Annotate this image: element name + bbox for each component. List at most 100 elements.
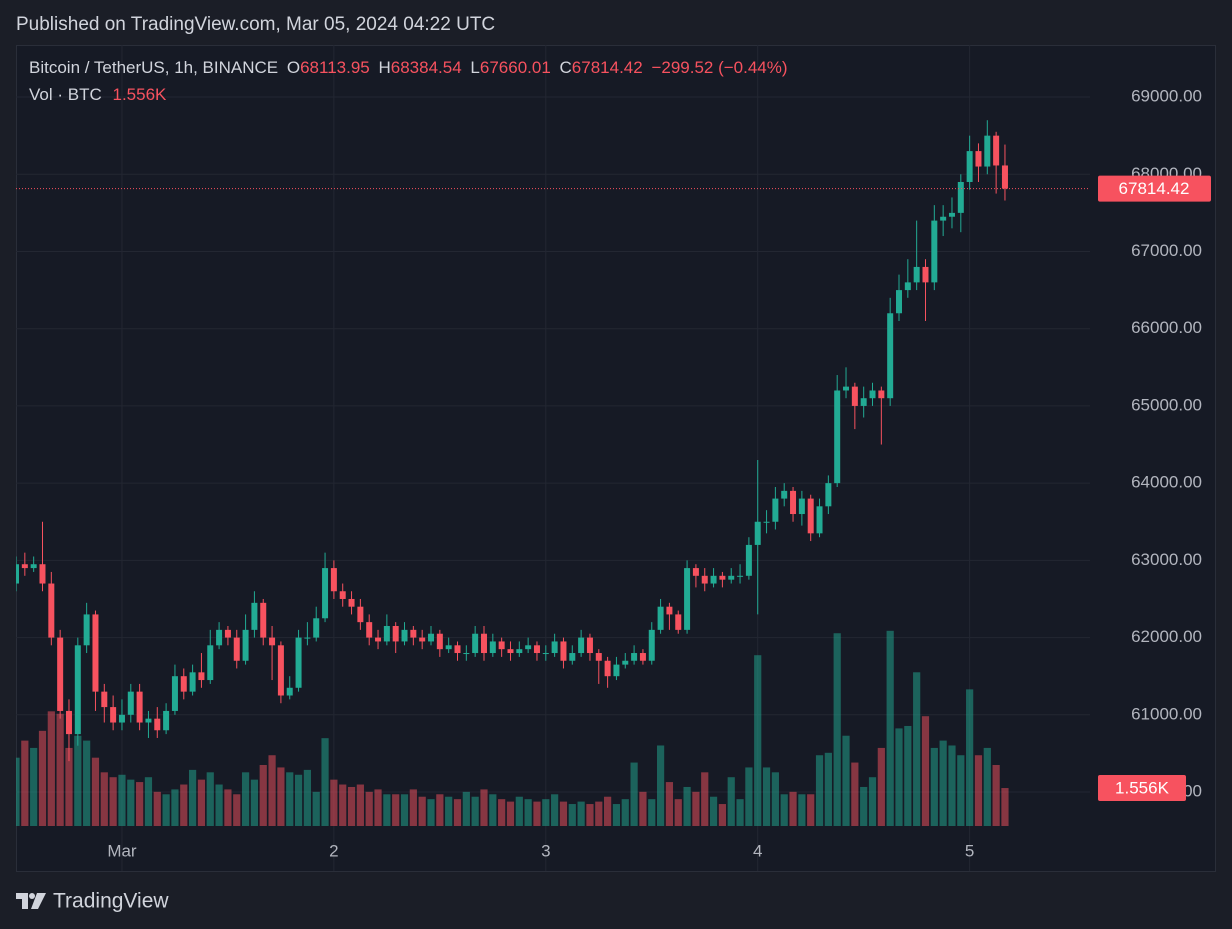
volume-bar bbox=[91, 757, 100, 826]
candle-body bbox=[118, 714, 125, 723]
volume-bar bbox=[339, 784, 347, 826]
x-tick-label: 3 bbox=[541, 841, 550, 860]
volume-bar bbox=[294, 774, 303, 826]
volume-bar bbox=[445, 796, 453, 826]
candle-body bbox=[622, 660, 629, 665]
volume-bar bbox=[904, 725, 912, 826]
grid bbox=[16, 45, 1090, 871]
y-tick-label: 66000.00 bbox=[1131, 318, 1202, 337]
candle-body bbox=[745, 544, 752, 576]
candle-body bbox=[701, 575, 708, 584]
candle-body bbox=[710, 575, 717, 584]
volume-bar bbox=[436, 794, 444, 826]
volume-bar bbox=[286, 772, 294, 826]
candle-body bbox=[83, 614, 90, 646]
volume-bar bbox=[860, 786, 868, 826]
volume-bar bbox=[109, 777, 117, 826]
candle-body bbox=[1001, 165, 1008, 189]
volume-bar bbox=[948, 745, 956, 826]
candle-body bbox=[463, 653, 470, 655]
candle-body bbox=[48, 583, 55, 638]
high-value: 68384.54 bbox=[391, 58, 462, 77]
candle-body bbox=[993, 135, 1000, 166]
volume-bar bbox=[542, 799, 550, 826]
published-note: Published on TradingView.com, Mar 05, 20… bbox=[16, 14, 495, 35]
volume-bar bbox=[709, 796, 718, 826]
volume-bar bbox=[144, 777, 153, 826]
volume-header: Vol · BTC 1.556K bbox=[29, 85, 167, 104]
volume-bar bbox=[604, 796, 612, 826]
volume-bar bbox=[127, 779, 135, 826]
candle-body bbox=[286, 687, 293, 696]
volume-bar bbox=[215, 784, 223, 826]
candle-body bbox=[763, 521, 770, 523]
candle-body bbox=[675, 614, 682, 630]
candle-body bbox=[392, 626, 399, 642]
volume-bar bbox=[692, 791, 700, 826]
candle-body bbox=[375, 637, 382, 642]
volume-bar bbox=[392, 794, 400, 826]
candle-body bbox=[754, 521, 761, 545]
volume-bar bbox=[621, 799, 629, 826]
y-tick-label: 69000.00 bbox=[1131, 87, 1202, 106]
candle-body bbox=[57, 637, 64, 711]
change: −299.52 (−0.44%) bbox=[651, 58, 787, 77]
volume-bar bbox=[180, 784, 188, 826]
candle-body bbox=[21, 564, 28, 569]
volume-bar bbox=[400, 794, 409, 826]
volume-bar bbox=[498, 799, 506, 826]
volume-bar bbox=[674, 799, 682, 826]
candle-body bbox=[648, 629, 655, 661]
volume-bar bbox=[16, 757, 20, 826]
candle-body bbox=[843, 386, 850, 391]
volume-bar bbox=[736, 799, 744, 826]
candle-body bbox=[869, 390, 876, 399]
candle-body bbox=[489, 641, 496, 654]
candle-body bbox=[860, 398, 867, 406]
volume-bar bbox=[136, 782, 144, 826]
candle-body bbox=[966, 151, 973, 182]
plot-area bbox=[16, 120, 1090, 826]
candle-body bbox=[737, 575, 744, 577]
volume-bar bbox=[259, 765, 267, 826]
candle-body bbox=[357, 606, 364, 623]
volume-bar bbox=[533, 801, 541, 826]
candle-body bbox=[948, 212, 955, 217]
candle-body bbox=[198, 672, 205, 681]
candle-body bbox=[224, 629, 231, 638]
last-price-label: 67814.42 bbox=[1119, 179, 1190, 198]
candle-body bbox=[772, 498, 779, 522]
candle-body bbox=[127, 691, 134, 715]
volume-bar bbox=[268, 755, 276, 826]
candle-body bbox=[887, 313, 894, 399]
low-value: 67660.01 bbox=[480, 58, 551, 77]
candle-body bbox=[233, 637, 240, 661]
volume-bar bbox=[992, 765, 1000, 826]
volume-bar bbox=[1001, 788, 1009, 826]
volume-bar bbox=[957, 755, 965, 826]
candle-body bbox=[542, 653, 549, 655]
candle-body bbox=[401, 629, 408, 642]
y-tick-label: 65000.00 bbox=[1131, 395, 1202, 414]
last-volume-label: 1.556K bbox=[1115, 779, 1170, 798]
volume-bar bbox=[921, 716, 930, 826]
candle-body bbox=[313, 618, 320, 638]
candle-body bbox=[790, 490, 797, 515]
volume-bar bbox=[47, 711, 55, 826]
volume-name: Vol · BTC bbox=[29, 85, 102, 104]
candle-body bbox=[269, 637, 276, 646]
candle-body bbox=[92, 614, 99, 692]
candle-body bbox=[728, 575, 735, 580]
candle-body bbox=[189, 672, 196, 692]
volume-bar bbox=[586, 804, 594, 826]
volume-bar bbox=[648, 799, 656, 826]
chart-panel bbox=[16, 45, 1216, 872]
volume-bar bbox=[277, 767, 285, 826]
volume-bar bbox=[21, 740, 29, 826]
legend-header: Bitcoin / TetherUS, 1h, BINANCE O68113.9… bbox=[29, 58, 788, 77]
candle-body bbox=[295, 637, 302, 688]
volume-bar bbox=[551, 794, 559, 826]
last-price-badge bbox=[1098, 175, 1211, 202]
brand-logo bbox=[16, 893, 46, 909]
candle-body bbox=[436, 633, 443, 650]
